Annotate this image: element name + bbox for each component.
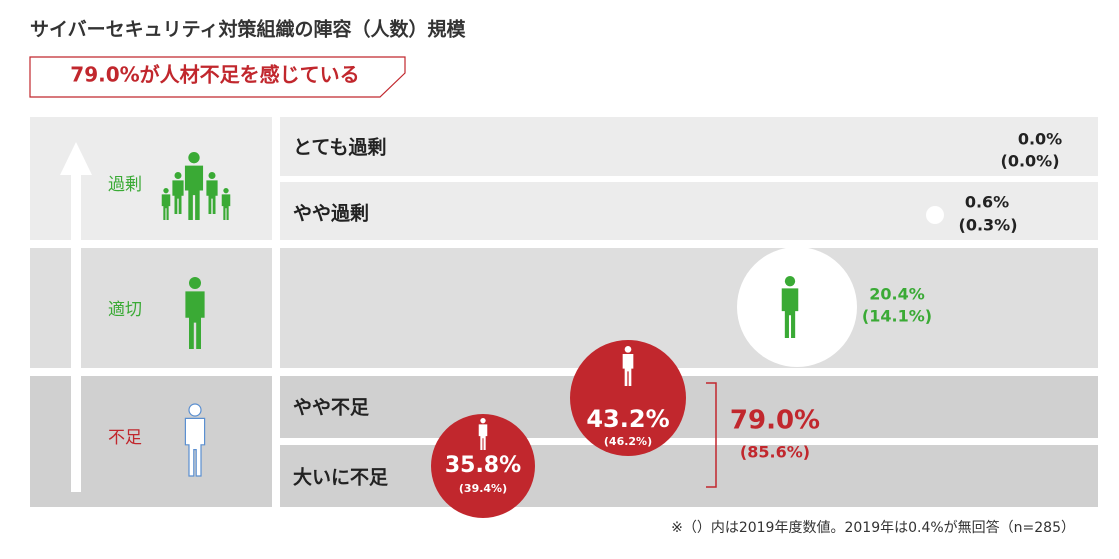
- row-band: [280, 445, 1098, 507]
- person-icon: [188, 152, 200, 164]
- previous-label: (14.1%): [862, 307, 932, 326]
- level-band: [30, 248, 272, 368]
- total-previous: (85.6%): [740, 443, 810, 462]
- value-label: 20.4%: [869, 285, 925, 304]
- footnote: ※（）内は2019年度数値。2019年は0.4%が無回答（n=285）: [671, 519, 1075, 536]
- bracket: [706, 382, 717, 488]
- level-band: [30, 376, 272, 507]
- value-label: 0.6%: [965, 193, 1009, 212]
- row-band: [280, 248, 1098, 368]
- person-icon: [622, 354, 634, 386]
- title: サイバーセキュリティ対策組織の陣容（人数）規模: [30, 18, 466, 41]
- person-icon: [478, 424, 488, 450]
- previous-label: (46.2%): [604, 435, 652, 448]
- value-circle: [570, 340, 686, 456]
- previous-label: (0.3%): [959, 216, 1018, 235]
- total-value: 79.0%: [730, 406, 820, 436]
- level-label: 不足: [108, 428, 142, 448]
- row-label: とても過剰: [293, 136, 386, 159]
- person-icon: [223, 188, 229, 194]
- person-icon: [781, 288, 799, 338]
- person-icon: [184, 165, 204, 220]
- row-label: やや過剰: [293, 202, 369, 225]
- level-band: [30, 117, 272, 240]
- level-label: 適切: [108, 300, 142, 320]
- person-icon: [161, 194, 171, 220]
- banner: 79.0%が人材不足を感じている: [70, 63, 359, 87]
- value-label: 35.8%: [445, 453, 521, 478]
- person-icon: [184, 417, 206, 477]
- person-icon: [206, 180, 218, 214]
- arrow: [60, 142, 92, 492]
- previous-label: (39.4%): [459, 482, 507, 495]
- level-label: 過剰: [108, 175, 142, 195]
- person-icon: [624, 346, 632, 353]
- value-circle: [431, 414, 535, 518]
- value-circle: [926, 206, 944, 224]
- person-icon: [784, 276, 796, 287]
- row-label: やや不足: [293, 397, 370, 419]
- row-band: [280, 182, 1098, 240]
- person-icon: [185, 291, 205, 349]
- person-icon: [163, 188, 169, 194]
- person-icon: [480, 418, 486, 424]
- person-icon: [172, 180, 184, 214]
- row-band: [280, 117, 1098, 176]
- row-label: 大いに不足: [293, 466, 389, 489]
- person-icon: [208, 172, 216, 179]
- banner-box: [29, 56, 406, 98]
- value-label: 43.2%: [586, 405, 669, 433]
- person-icon: [188, 403, 202, 417]
- row-band: [280, 376, 1098, 438]
- previous-label: (0.0%): [1001, 152, 1060, 171]
- person-icon: [174, 172, 182, 179]
- value-label: 0.0%: [1018, 130, 1062, 149]
- person-icon: [221, 194, 231, 220]
- person-icon: [189, 277, 201, 289]
